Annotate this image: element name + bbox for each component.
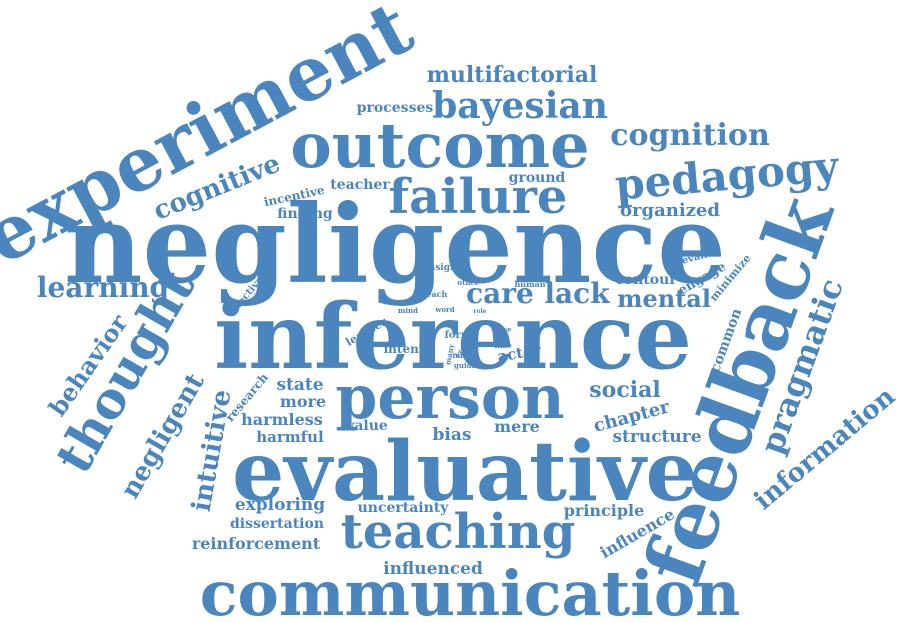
cloud-word-harmless: harmless xyxy=(241,410,323,429)
cloud-word-influenced: influenced xyxy=(383,559,483,579)
cloud-word-communication: communication xyxy=(200,557,741,623)
cloud-word-principle: principle xyxy=(564,501,645,520)
cloud-word-care: care xyxy=(466,277,534,310)
cloud-word-role: role xyxy=(473,308,486,315)
cloud-word-harmful: harmful xyxy=(256,428,324,446)
cloud-word-cognition: cognition xyxy=(610,118,770,153)
cloud-word-mind: mind xyxy=(398,306,418,315)
cloud-word-more: more xyxy=(280,392,326,411)
cloud-word-insight: insight xyxy=(425,263,461,273)
cloud-word-inference: inference xyxy=(214,284,692,390)
cloud-word-ground: ground xyxy=(509,170,566,186)
cloud-word-bias: bias xyxy=(433,425,472,445)
cloud-word-social: social xyxy=(589,377,660,403)
cloud-word-word: word xyxy=(434,305,454,314)
cloud-word-form: form xyxy=(445,330,472,341)
cloud-word-person: person xyxy=(335,363,564,433)
cloud-word-mere: mere xyxy=(494,417,540,436)
cloud-word-human: human xyxy=(514,279,545,289)
cloud-word-multifactorial: multifactorial xyxy=(427,62,598,88)
cloud-word-contour: contour xyxy=(615,272,677,288)
cloud-word-organized: organized xyxy=(620,200,720,221)
cloud-word-lack: lack xyxy=(544,277,610,310)
cloud-word-negligence: negligence xyxy=(64,182,726,308)
cloud-word-infer: infer xyxy=(453,351,472,360)
cloud-word-reinforcement: reinforcement xyxy=(192,534,321,553)
cloud-word-exploring: exploring xyxy=(235,495,325,515)
cloud-word-failure: failure xyxy=(389,169,568,225)
cloud-word-learning: learning xyxy=(37,271,169,304)
cloud-word-intent: intent xyxy=(384,342,425,356)
cloud-word-time: time xyxy=(494,341,512,350)
cloud-word-teach: teach xyxy=(423,289,448,299)
cloud-word-teacher: teacher xyxy=(330,177,390,193)
cloud-word-guide: guide xyxy=(454,361,477,370)
cloud-word-uncertainty: uncertainty xyxy=(358,500,450,516)
cloud-word-bayesian: bayesian xyxy=(432,85,608,127)
cloud-word-teaching: teaching xyxy=(341,504,576,560)
cloud-word-structure: structure xyxy=(612,427,701,447)
cloud-word-evaluative: evaluative xyxy=(232,424,698,520)
cloud-word-other: other xyxy=(457,278,478,287)
cloud-word-processes: processes xyxy=(357,100,434,116)
cloud-word-mental: mental xyxy=(617,284,711,313)
cloud-word-dissertation: dissertation xyxy=(230,516,324,532)
cloud-word-case: case xyxy=(494,325,512,334)
cloud-word-finding: finding xyxy=(277,206,333,222)
cloud-word-many: many xyxy=(443,342,456,365)
cloud-word-value: value xyxy=(345,418,388,434)
cloud-word-state: state xyxy=(276,375,323,395)
cloud-word-outcome: outcome xyxy=(290,109,589,182)
